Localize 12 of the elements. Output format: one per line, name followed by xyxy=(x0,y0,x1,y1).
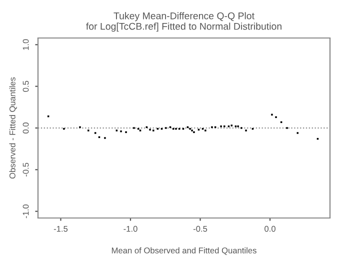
x-tick-label: -0.5 xyxy=(193,226,208,232)
y-tick-label: -1.0 xyxy=(22,204,29,218)
chart-title: Tukey Mean-Difference Q-Q Plot for Log[TcCB.ref] Fitted to Normal Distribution xyxy=(86,12,282,32)
y-tick-label: 0.0 xyxy=(22,122,29,134)
y-tick-label: 1.0 xyxy=(22,39,29,50)
x-axis-title: Mean of Observed and Fitted Quantiles xyxy=(112,247,256,255)
y-axis-title: Observed - Fitted Quantiles xyxy=(9,77,17,179)
y-tick-label: -0.5 xyxy=(22,162,29,176)
x-tick-label: -1.0 xyxy=(124,226,138,232)
x-tick-label: -1.5 xyxy=(54,226,68,232)
x-tick-label: 0.0 xyxy=(264,226,276,232)
y-tick-label: 0.5 xyxy=(22,80,29,92)
